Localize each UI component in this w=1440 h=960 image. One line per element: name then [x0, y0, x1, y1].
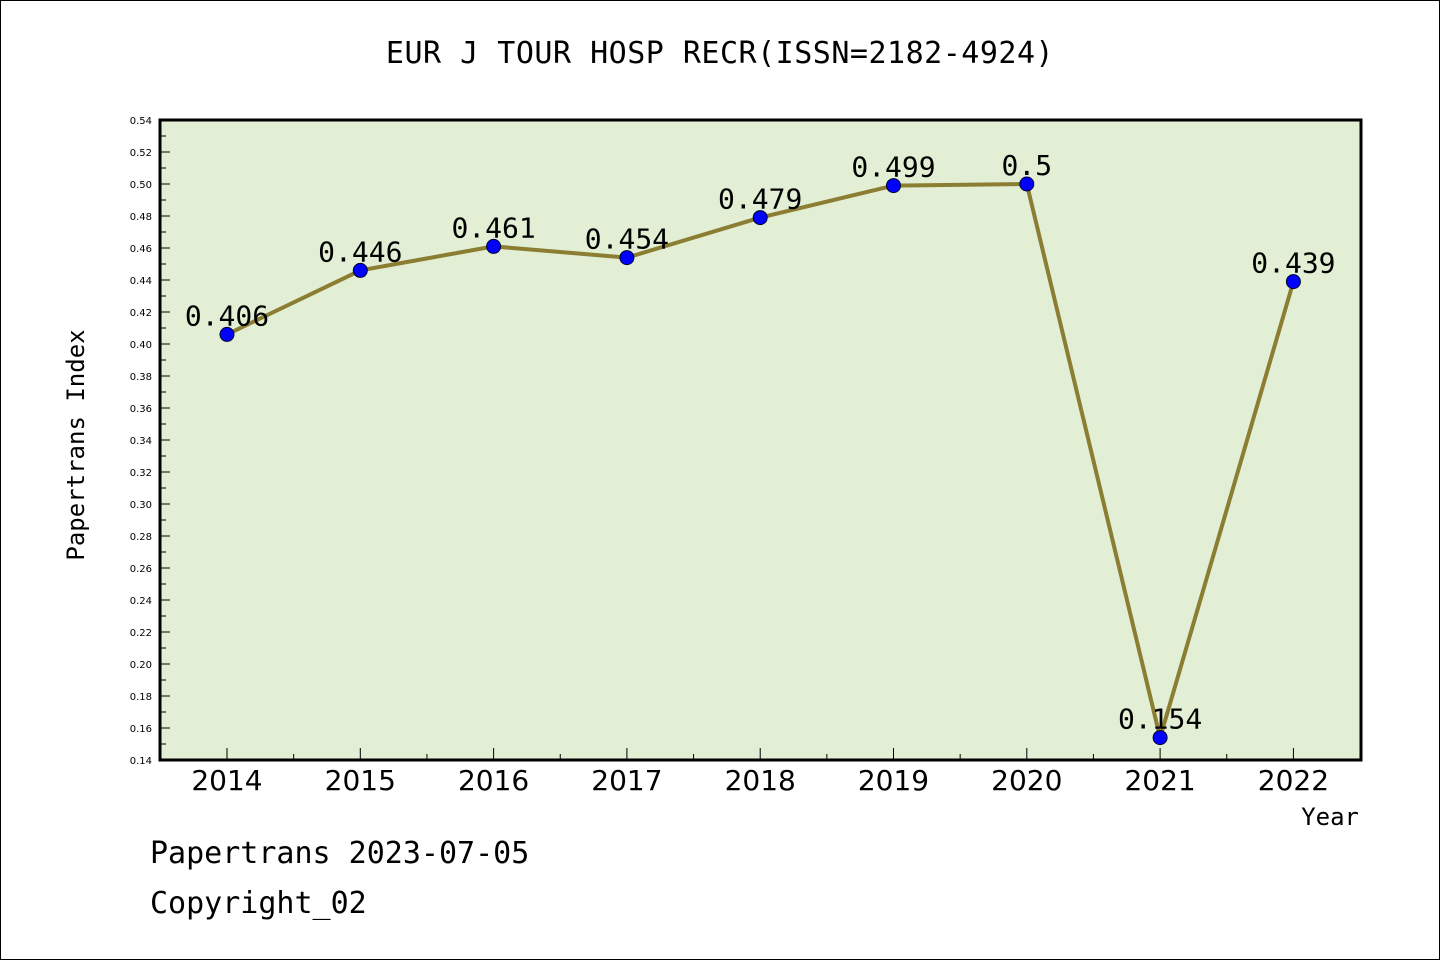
y-tick-label: 0.14 [130, 756, 152, 767]
data-point-marker [752, 210, 768, 226]
data-point-marker [619, 250, 635, 266]
data-label: 0.499 [851, 151, 935, 184]
data-point-marker [886, 178, 901, 194]
data-label: 0.479 [718, 183, 802, 216]
y-tick-label: 0.16 [130, 724, 152, 735]
plot-area [158, 118, 1363, 762]
data-point-marker [352, 262, 368, 278]
data-label: 0.5 [1002, 149, 1053, 182]
data-label: 0.454 [585, 223, 669, 256]
data-point-marker [1285, 274, 1301, 290]
x-tick-label: 2017 [591, 764, 662, 797]
y-tick-label: 0.34 [130, 436, 152, 447]
x-tick-label: 2015 [325, 764, 396, 797]
x-tick-label: 2018 [725, 764, 796, 797]
data-label: 0.439 [1251, 247, 1335, 280]
y-tick-label: 0.48 [130, 212, 152, 223]
data-point-marker [1152, 730, 1168, 746]
y-axis-title: Papertrans Index [62, 329, 90, 560]
y-tick-label: 0.28 [130, 532, 152, 543]
data-point-marker [219, 326, 235, 342]
y-tick-label: 0.36 [130, 404, 152, 415]
y-tick-label: 0.46 [130, 244, 152, 255]
y-tick-label: 0.52 [130, 148, 152, 159]
x-tick-label: 2016 [458, 764, 529, 797]
data-label: 0.154 [1118, 703, 1202, 736]
footer-date: Papertrans 2023-07-05 [150, 836, 530, 871]
y-tick-label: 0.26 [130, 564, 152, 575]
y-tick-label: 0.18 [130, 692, 152, 703]
x-tick-label: 2020 [991, 764, 1062, 797]
x-tick-label: 2019 [858, 764, 929, 797]
y-tick-label: 0.32 [130, 468, 152, 479]
y-tick-label: 0.38 [130, 372, 152, 383]
y-tick-label: 0.54 [130, 116, 152, 127]
data-point-marker [486, 238, 502, 254]
y-tick-label: 0.50 [130, 180, 152, 191]
data-label: 0.446 [318, 235, 402, 268]
data-label: 0.406 [185, 299, 269, 332]
y-tick-label: 0.42 [130, 308, 152, 319]
x-tick-label: 2014 [191, 764, 262, 797]
y-tick-label: 0.30 [130, 500, 152, 511]
data-label: 0.461 [451, 211, 535, 244]
y-tick-label: 0.40 [130, 340, 152, 351]
footer-copyright: Copyright_02 [150, 886, 367, 921]
y-tick-label: 0.22 [130, 628, 152, 639]
y-tick-label: 0.20 [130, 660, 152, 671]
y-tick-label: 0.24 [130, 596, 152, 607]
data-point-marker [1019, 176, 1035, 192]
chart-title: EUR J TOUR HOSP RECR(ISSN=2182-4924) [385, 36, 1055, 71]
x-tick-label: 2021 [1124, 764, 1195, 797]
x-tick-label: 2022 [1258, 764, 1329, 797]
x-axis-title: Year [1301, 803, 1359, 831]
y-tick-label: 0.44 [130, 276, 152, 287]
